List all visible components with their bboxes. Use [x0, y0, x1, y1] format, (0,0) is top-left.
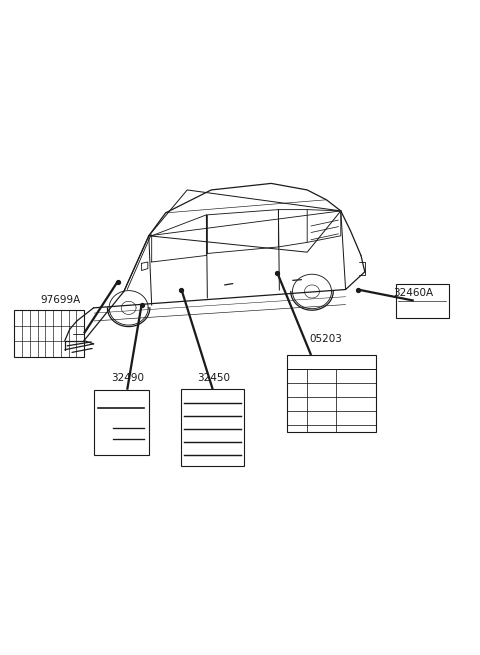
Bar — [14, 310, 84, 357]
Bar — [287, 355, 376, 432]
Text: 32450: 32450 — [197, 373, 230, 383]
Text: 97699A: 97699A — [41, 295, 81, 305]
Bar — [181, 389, 244, 466]
Bar — [94, 390, 149, 455]
Text: 05203: 05203 — [310, 334, 342, 344]
Text: 32490: 32490 — [111, 373, 144, 383]
Text: 32460A: 32460A — [394, 288, 434, 298]
Bar — [396, 284, 449, 318]
